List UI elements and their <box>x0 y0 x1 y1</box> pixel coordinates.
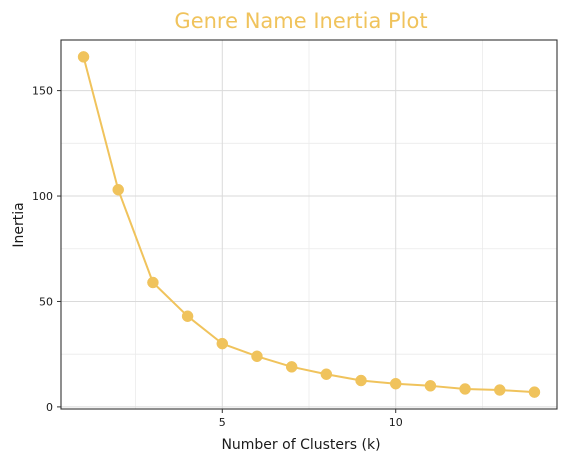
data-point <box>355 374 367 387</box>
data-point <box>181 310 194 322</box>
y-axis-label: Inertia <box>11 202 27 247</box>
data-point <box>251 350 263 363</box>
y-tick-label: 150 <box>32 85 53 98</box>
data-point <box>285 361 298 373</box>
y-tick-label: 100 <box>32 190 53 203</box>
data-point <box>147 276 159 289</box>
data-point <box>528 386 541 398</box>
data-point <box>459 383 471 395</box>
y-tick-label: 50 <box>39 295 53 308</box>
plot-frame <box>60 39 558 410</box>
x-tick-label: 10 <box>389 416 403 429</box>
data-point <box>424 380 437 392</box>
x-tick-label: 5 <box>219 416 226 429</box>
data-point <box>389 377 402 390</box>
data-point <box>216 337 229 350</box>
x-axis-label: Number of Clusters (k) <box>221 437 380 453</box>
data-point <box>494 384 506 396</box>
data-point <box>320 368 333 380</box>
data-point <box>112 183 124 196</box>
series-line <box>82 55 536 394</box>
data-point <box>77 51 90 63</box>
y-tick-label: 0 <box>46 401 53 414</box>
chart-title: Genre Name Inertia Plot <box>174 9 427 33</box>
series-layer <box>77 51 541 398</box>
grid-lines <box>61 40 557 409</box>
